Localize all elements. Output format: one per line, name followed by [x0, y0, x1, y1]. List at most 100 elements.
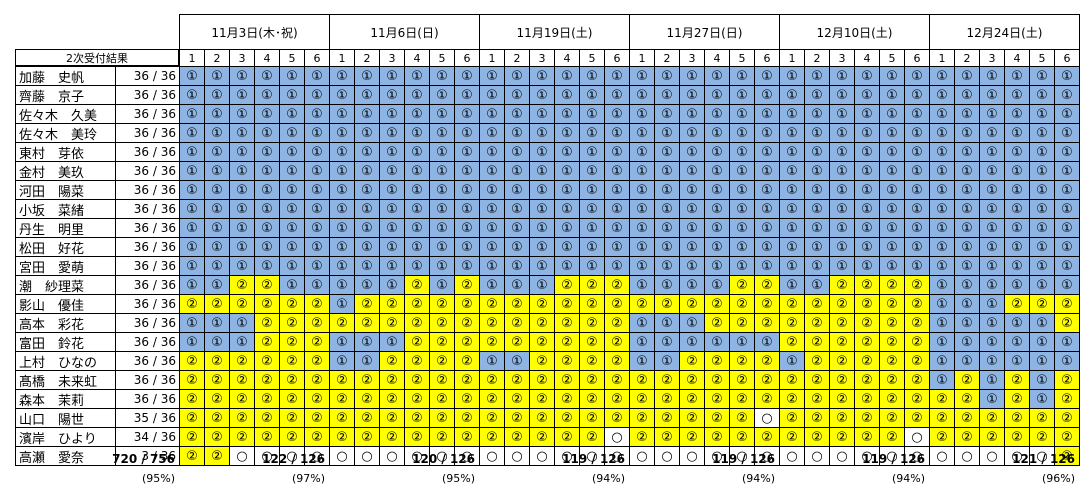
result-cell: ① — [954, 123, 980, 143]
result-cell: ② — [879, 351, 905, 371]
member-name: 加藤 史帆 — [15, 66, 116, 86]
result-cell: ① — [929, 123, 955, 143]
result-cell: ① — [404, 104, 430, 124]
result-cell: ① — [504, 66, 530, 86]
result-cell: ① — [1054, 351, 1080, 371]
result-cell: ② — [254, 427, 280, 447]
result-cell: ② — [254, 294, 280, 314]
result-cell: ② — [379, 370, 405, 390]
date-total: 119 / 126 — [712, 452, 775, 466]
result-cell: ② — [179, 408, 205, 428]
result-cell: ① — [904, 104, 930, 124]
result-cell: ① — [754, 66, 780, 86]
result-cell: ① — [479, 256, 505, 276]
result-cell: ① — [504, 104, 530, 124]
result-cell: ① — [379, 66, 405, 86]
result-cell: ② — [454, 332, 480, 352]
result-cell: ① — [679, 104, 705, 124]
result-cell: ① — [379, 332, 405, 352]
result-cell: ① — [1029, 142, 1055, 162]
result-cell: ② — [404, 389, 430, 409]
result-cell: ① — [979, 332, 1005, 352]
result-cell: ① — [704, 142, 730, 162]
result-cell: ① — [754, 104, 780, 124]
result-cell: ① — [204, 66, 230, 86]
result-cell: ② — [954, 408, 980, 428]
member-count: 3 / 36 — [115, 446, 180, 466]
result-cell: ① — [329, 351, 355, 371]
result-cell: ① — [904, 180, 930, 200]
member-count: 36 / 36 — [115, 313, 180, 333]
member-count: 36 / 36 — [115, 237, 180, 257]
result-cell: ① — [354, 218, 380, 238]
result-cell: ① — [1004, 351, 1030, 371]
result-cell: ② — [279, 294, 305, 314]
result-cell: ① — [729, 161, 755, 181]
result-cell: ① — [304, 256, 330, 276]
result-cell: ① — [1004, 256, 1030, 276]
member-name: 影山 優佳 — [15, 294, 116, 314]
result-cell: ② — [429, 370, 455, 390]
result-cell: ○ — [629, 446, 655, 466]
result-cell: ① — [279, 199, 305, 219]
result-cell: ① — [954, 237, 980, 257]
result-cell: ① — [904, 66, 930, 86]
result-cell: ② — [229, 275, 255, 295]
result-cell: ① — [679, 180, 705, 200]
member-count: 36 / 36 — [115, 218, 180, 238]
result-cell: ① — [354, 256, 380, 276]
result-cell: ② — [829, 427, 855, 447]
result-cell: ① — [804, 275, 830, 295]
result-cell: ② — [454, 351, 480, 371]
result-cell: ① — [1054, 256, 1080, 276]
result-cell: ② — [529, 351, 555, 371]
result-cell: ① — [479, 161, 505, 181]
result-cell: ① — [579, 218, 605, 238]
result-cell: ① — [404, 161, 430, 181]
result-cell: ② — [554, 351, 580, 371]
result-cell: ① — [229, 332, 255, 352]
result-cell: ① — [204, 104, 230, 124]
result-cell: ② — [604, 389, 630, 409]
result-cell: ① — [229, 199, 255, 219]
result-cell: ① — [479, 237, 505, 257]
slot-number: 5 — [879, 49, 905, 67]
result-cell: ① — [929, 275, 955, 295]
result-cell: ① — [929, 256, 955, 276]
result-cell: ② — [479, 427, 505, 447]
result-cell: ① — [254, 199, 280, 219]
result-cell: ① — [329, 123, 355, 143]
result-cell: ① — [1004, 142, 1030, 162]
result-cell: ① — [504, 218, 530, 238]
result-cell: ① — [579, 199, 605, 219]
result-cell: ① — [254, 237, 280, 257]
result-cell: ② — [254, 332, 280, 352]
result-cell: ② — [279, 332, 305, 352]
result-cell: ① — [254, 218, 280, 238]
result-cell: ① — [504, 351, 530, 371]
result-cell: ② — [729, 275, 755, 295]
result-cell: ① — [554, 218, 580, 238]
slot-number: 5 — [729, 49, 755, 67]
result-cell: ② — [304, 370, 330, 390]
result-cell: ② — [529, 370, 555, 390]
result-cell: ② — [654, 427, 680, 447]
result-cell: ① — [454, 256, 480, 276]
result-cell: ② — [754, 313, 780, 333]
result-cell: ① — [654, 142, 680, 162]
result-cell: ② — [779, 332, 805, 352]
result-cell: ② — [404, 275, 430, 295]
result-cell: ② — [454, 294, 480, 314]
result-cell: ② — [779, 389, 805, 409]
result-cell: ① — [1004, 332, 1030, 352]
result-cell: ① — [304, 180, 330, 200]
result-cell: ① — [554, 66, 580, 86]
result-cell: ② — [579, 275, 605, 295]
result-cell: ① — [679, 313, 705, 333]
result-cell: ② — [529, 389, 555, 409]
slot-number: 5 — [429, 49, 455, 67]
result-cell: ② — [204, 370, 230, 390]
slot-number: 5 — [1029, 49, 1055, 67]
result-cell: ② — [604, 294, 630, 314]
result-cell: ① — [429, 180, 455, 200]
